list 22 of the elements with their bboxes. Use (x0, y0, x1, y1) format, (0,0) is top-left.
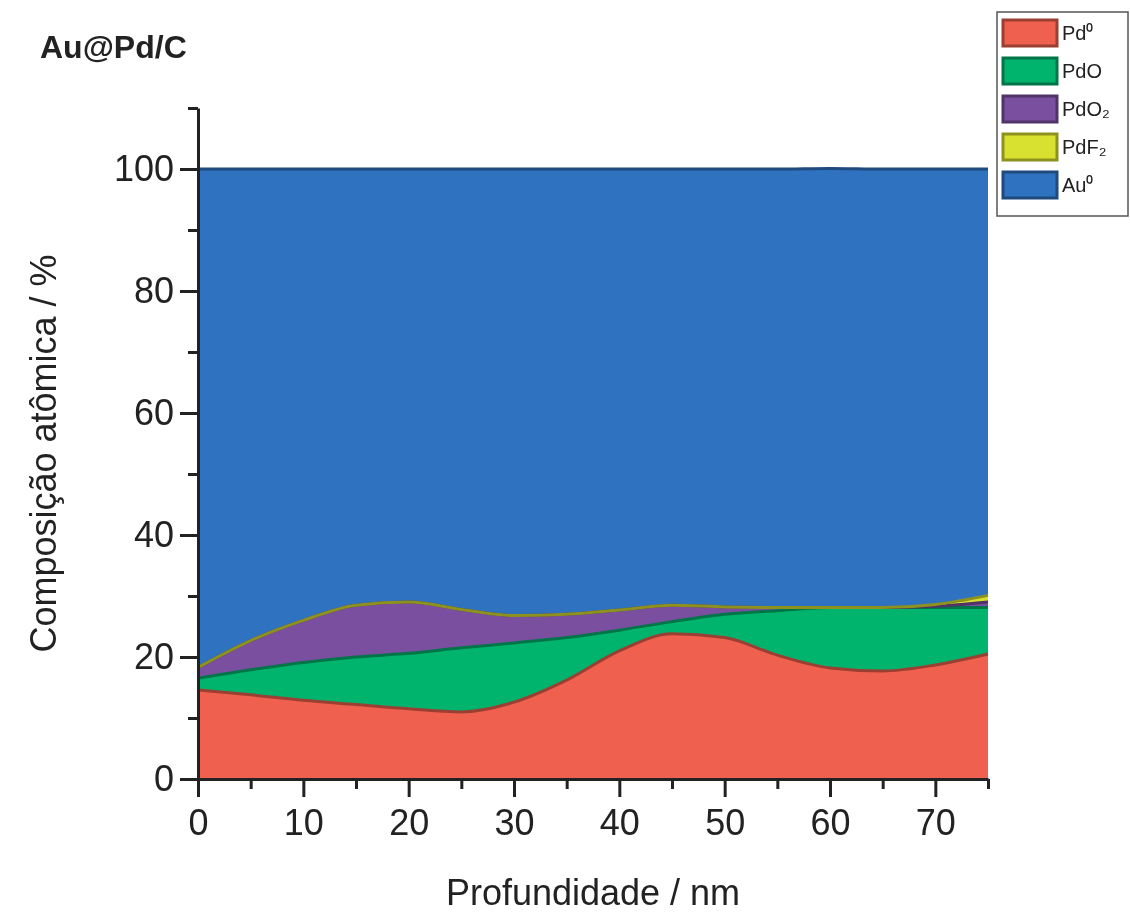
x-tick-label: 40 (599, 801, 640, 843)
y-tick-label: 0 (153, 758, 174, 800)
x-tick-label: 50 (705, 801, 746, 843)
legend-label: PdO₂ (1062, 98, 1110, 120)
y-tick-label: 80 (133, 270, 174, 312)
y-tick-label: 40 (133, 514, 174, 556)
y-tick-label: 60 (133, 392, 174, 434)
chart-title: Au@Pd/C (40, 29, 187, 65)
x-tick-label: 20 (389, 801, 430, 843)
x-tick-label: 70 (915, 801, 956, 843)
x-tick-label: 0 (188, 801, 209, 843)
legend-label: PdO (1062, 60, 1103, 82)
x-tick-label: 10 (283, 801, 324, 843)
x-axis-title: Profundidade / nm (445, 872, 741, 913)
y-axis-title: Composição atômica / % (23, 254, 64, 653)
legend-label: Pd⁰ (1062, 22, 1094, 44)
x-tick-label: 30 (494, 801, 535, 843)
y-tick-label: 20 (133, 636, 174, 678)
y-tick-label: 100 (113, 148, 174, 190)
legend-label: Au⁰ (1062, 174, 1094, 196)
legend-label: PdF₂ (1062, 136, 1107, 158)
x-tick-label: 60 (810, 801, 851, 843)
